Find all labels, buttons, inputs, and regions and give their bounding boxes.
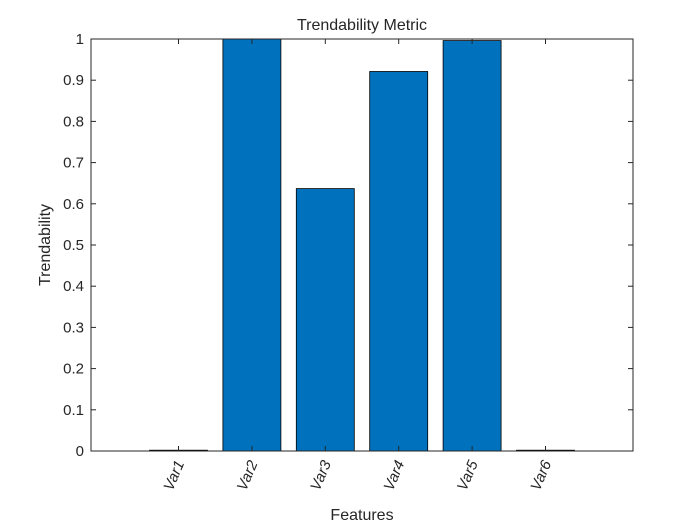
bar-var3 [295, 188, 355, 452]
bar-var2 [222, 38, 282, 452]
y-axis-label: Trendability [37, 204, 54, 286]
bar-var4 [369, 71, 429, 452]
chart-title: Trendability Metric [297, 17, 427, 34]
y-tick-label: 0.5 [63, 237, 84, 254]
y-tick-label: 0 [76, 443, 84, 460]
x-tick-label: Var2 [234, 457, 262, 493]
y-tick-label: 0.8 [63, 113, 84, 130]
y-tick-label: 0.9 [63, 72, 84, 89]
bar-var5 [442, 40, 502, 452]
x-tick-label: Var1 [160, 458, 188, 493]
x-tick-label: Var6 [527, 457, 555, 493]
y-tick-label: 0.2 [63, 361, 84, 378]
axes-box [90, 38, 634, 452]
y-tick-label: 0.1 [63, 402, 84, 419]
y-tick-label: 0.3 [63, 319, 84, 336]
x-tick-label: Var5 [454, 457, 482, 493]
y-tick-label: 0.7 [63, 155, 84, 172]
y-tick-label: 1 [76, 31, 84, 48]
y-tick-label: 0.4 [63, 278, 84, 295]
y-tick-label: 0.6 [63, 196, 84, 213]
x-tick-label: Var4 [381, 458, 409, 493]
x-tick-label: Var3 [307, 457, 335, 493]
plot-area [91, 39, 633, 451]
bars-group [149, 38, 575, 452]
x-axis-label: Features [330, 507, 393, 524]
